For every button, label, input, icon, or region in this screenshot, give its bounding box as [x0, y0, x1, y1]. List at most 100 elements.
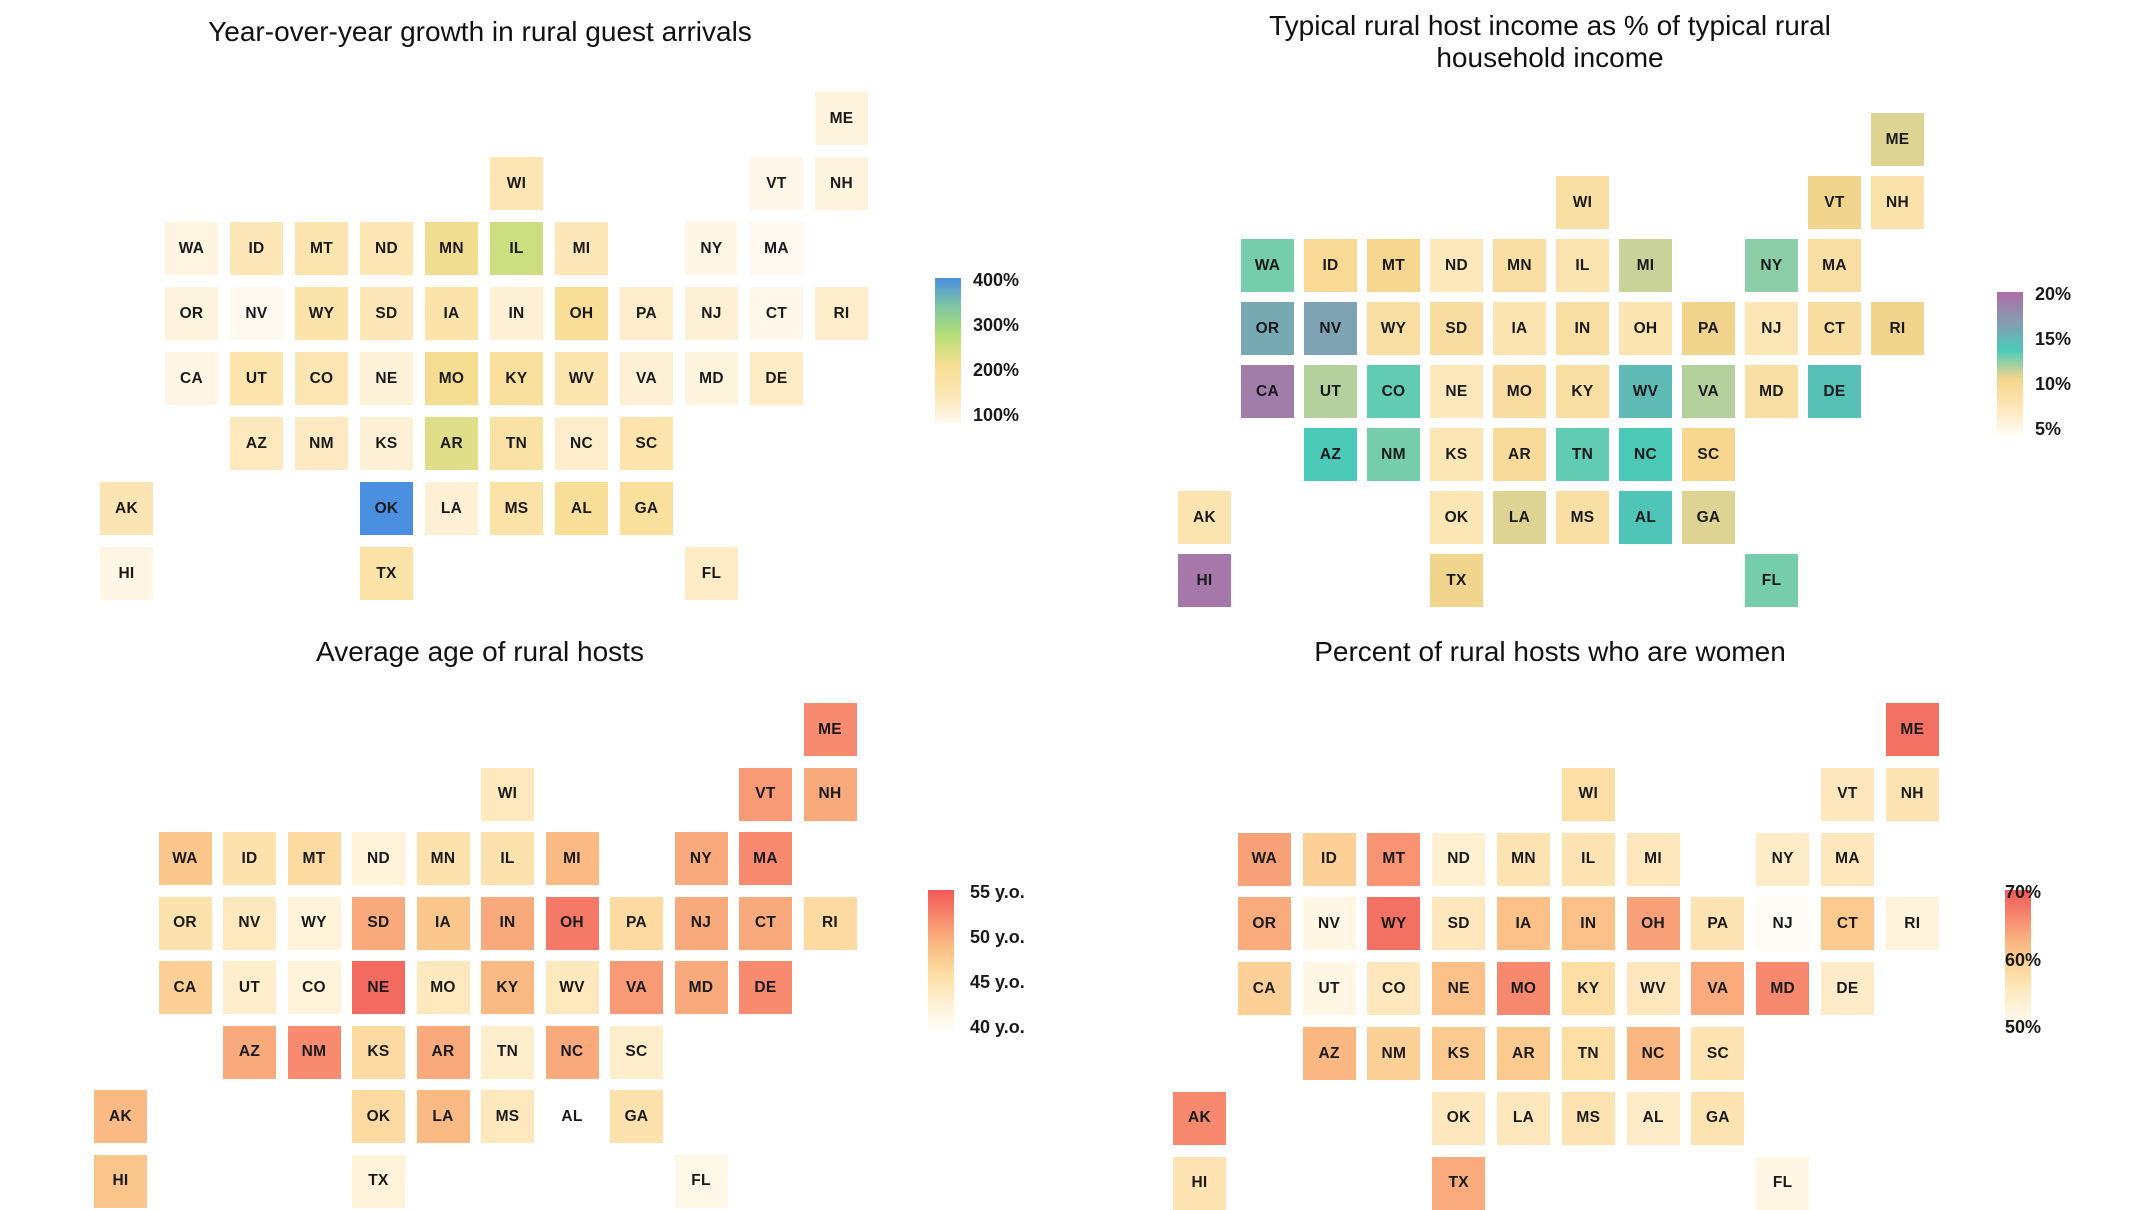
state-tile-ga: GA — [620, 482, 673, 535]
state-tile-tx: TX — [1432, 1156, 1486, 1210]
state-tile-wa: WA — [1241, 239, 1294, 292]
state-tile-or: OR — [165, 287, 218, 340]
state-tile-mo: MO — [416, 961, 470, 1014]
state-tile-mt: MT — [295, 222, 348, 275]
state-tile-ma: MA — [739, 832, 792, 885]
state-tile-ak: AK — [94, 1090, 147, 1143]
state-tile-mn: MN — [425, 222, 478, 275]
state-tile-va: VA — [620, 352, 673, 405]
state-tile-ak: AK — [1173, 1091, 1226, 1145]
state-tile-mn: MN — [416, 832, 470, 885]
state-tile-nv: NV — [1302, 897, 1356, 951]
legend-color-bar — [935, 278, 961, 423]
state-tile-ia: IA — [416, 896, 470, 950]
state-tile-ga: GA — [1691, 1091, 1745, 1145]
state-tile-or: OR — [1241, 302, 1294, 355]
state-tile-va: VA — [610, 961, 663, 1014]
state-tile-nj: NJ — [1756, 897, 1810, 951]
state-tile-mo: MO — [1493, 365, 1546, 418]
state-tile-md: MD — [1756, 962, 1810, 1016]
state-tile-id: ID — [223, 832, 276, 885]
state-tile-sd: SD — [1432, 897, 1486, 951]
state-tile-ma: MA — [750, 222, 803, 275]
state-tile-la: LA — [1497, 1091, 1550, 1145]
state-tile-wy: WY — [1367, 897, 1421, 951]
state-tile-vt: VT — [1821, 767, 1874, 821]
state-tile-ny: NY — [1756, 832, 1810, 886]
state-tile-ma: MA — [1808, 239, 1861, 292]
state-tile-ar: AR — [1497, 1027, 1550, 1080]
state-tile-ne: NE — [1432, 962, 1486, 1016]
state-tile-or: OR — [158, 896, 212, 950]
state-tile-az: AZ — [223, 1025, 276, 1079]
state-tile-ia: IA — [1497, 897, 1550, 951]
state-tile-ok: OK — [360, 482, 413, 535]
state-tile-ut: UT — [223, 961, 276, 1014]
state-tile-ks: KS — [360, 417, 413, 470]
state-tile-ne: NE — [352, 961, 405, 1014]
state-tile-sc: SC — [620, 417, 673, 470]
state-tile-wi: WI — [481, 767, 534, 821]
state-tile-in: IN — [1556, 302, 1609, 355]
state-tile-me: ME — [815, 92, 868, 145]
state-tile-al: AL — [1626, 1091, 1680, 1145]
state-tile-nc: NC — [545, 1025, 599, 1079]
state-tile-ca: CA — [1237, 962, 1291, 1016]
state-tile-ak: AK — [1178, 491, 1231, 544]
state-tile-in: IN — [1561, 897, 1615, 951]
state-tile-me: ME — [1871, 113, 1924, 166]
state-tile-fl: FL — [1756, 1156, 1810, 1210]
state-tile-sd: SD — [1430, 302, 1483, 355]
state-tile-ma: MA — [1821, 832, 1874, 886]
state-tile-ne: NE — [1430, 365, 1483, 418]
state-tile-ct: CT — [1808, 302, 1861, 355]
state-tile-id: ID — [1304, 239, 1357, 292]
state-tile-pa: PA — [610, 896, 663, 950]
state-tile-ok: OK — [1432, 1091, 1486, 1145]
state-tile-tn: TN — [1556, 428, 1609, 481]
state-tile-nh: NH — [1871, 176, 1924, 229]
legend-color-bar — [928, 890, 954, 1035]
state-tile-vt: VT — [1808, 176, 1861, 229]
state-tile-nv: NV — [1304, 302, 1357, 355]
state-tile-nd: ND — [352, 832, 405, 885]
chart-title: Average age of rural hosts — [316, 636, 644, 667]
state-tile-sc: SC — [610, 1025, 663, 1079]
legend-tick-label: 40 y.o. — [970, 1017, 1025, 1037]
state-tile-la: LA — [416, 1090, 470, 1143]
state-tile-hi: HI — [1178, 554, 1231, 607]
state-tile-wa: WA — [1237, 832, 1291, 886]
legend-tick-label: 50 y.o. — [970, 927, 1025, 947]
state-tile-co: CO — [1367, 365, 1420, 418]
state-tile-ga: GA — [610, 1090, 663, 1143]
state-tile-ok: OK — [352, 1090, 405, 1143]
state-tile-mt: MT — [1367, 239, 1420, 292]
state-tile-oh: OH — [1626, 897, 1680, 951]
state-tile-wi: WI — [1556, 176, 1609, 229]
state-tile-sd: SD — [352, 896, 405, 950]
state-tile-tx: TX — [360, 547, 413, 600]
state-tile-tn: TN — [481, 1025, 534, 1079]
state-tile-mi: MI — [555, 222, 608, 275]
legend-tick-label: 10% — [2035, 374, 2072, 394]
state-tile-nv: NV — [223, 896, 276, 950]
state-tile-ak: AK — [100, 482, 153, 535]
state-tile-ri: RI — [803, 896, 857, 950]
state-tile-ms: MS — [481, 1090, 534, 1143]
state-tile-va: VA — [1691, 962, 1745, 1016]
state-tile-ct: CT — [1821, 897, 1874, 951]
state-tile-ia: IA — [425, 287, 478, 340]
state-tile-ar: AR — [416, 1025, 470, 1079]
state-tile-ky: KY — [490, 352, 543, 405]
state-tile-ut: UT — [1302, 962, 1356, 1016]
state-tile-co: CO — [1367, 962, 1421, 1016]
state-tile-ny: NY — [1745, 239, 1798, 292]
state-tile-mn: MN — [1497, 832, 1550, 886]
state-tile-fl: FL — [685, 547, 738, 600]
state-tile-mt: MT — [1367, 832, 1421, 886]
state-tile-fl: FL — [1745, 554, 1798, 607]
state-tile-me: ME — [1885, 703, 1939, 756]
state-tile-wa: WA — [165, 222, 218, 275]
state-tile-oh: OH — [545, 896, 599, 950]
state-tile-il: IL — [481, 832, 534, 885]
